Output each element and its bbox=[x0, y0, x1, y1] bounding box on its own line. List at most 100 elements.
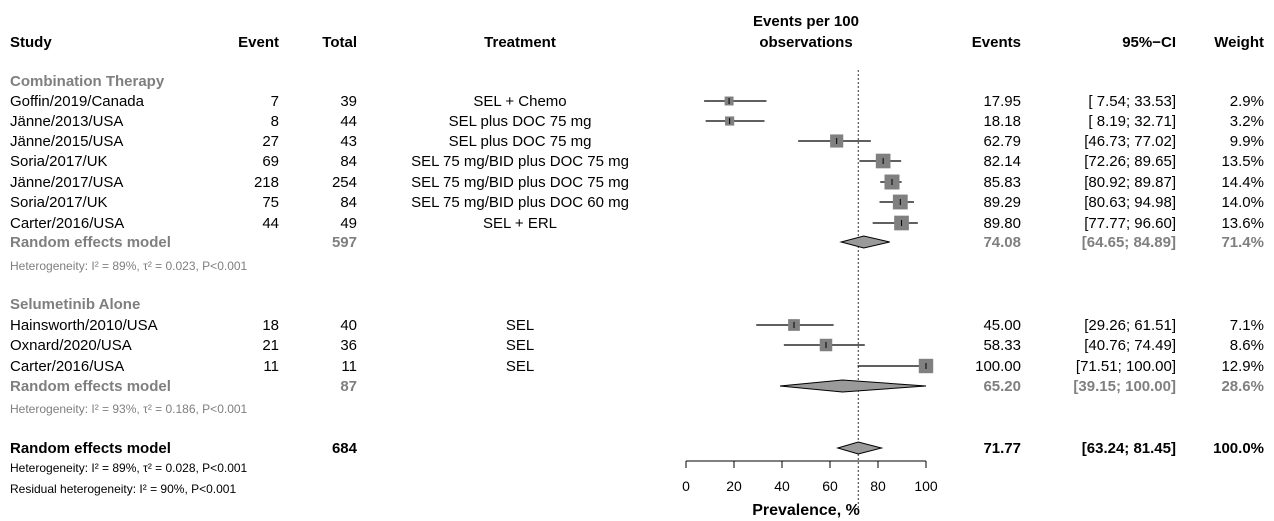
treatment-label: SEL 75 mg/BID plus DOC 75 mg bbox=[411, 174, 629, 191]
weight-value: 12.9% bbox=[1221, 358, 1264, 375]
header-events: Events bbox=[972, 34, 1021, 51]
header-study: Study bbox=[10, 34, 52, 51]
x-tick-label: 60 bbox=[822, 478, 838, 494]
treatment-label: SEL + ERL bbox=[483, 215, 557, 232]
treatment-label: SEL + Chemo bbox=[473, 93, 566, 110]
x-tick-label: 40 bbox=[774, 478, 790, 494]
treatment-label: SEL 75 mg/BID plus DOC 60 mg bbox=[411, 194, 629, 211]
treatment-label: SEL bbox=[506, 358, 534, 375]
total-count: 39 bbox=[340, 93, 357, 110]
total-count: 84 bbox=[340, 194, 357, 211]
event-count: 27 bbox=[262, 133, 279, 150]
subgroup-ci: [64.65; 84.89] bbox=[1082, 234, 1176, 251]
weight-value: 7.1% bbox=[1230, 317, 1264, 334]
events-value: 58.33 bbox=[983, 337, 1021, 354]
events-value: 85.83 bbox=[983, 174, 1021, 191]
total-count: 84 bbox=[340, 153, 357, 170]
subgroup-weight: 28.6% bbox=[1221, 378, 1264, 395]
header-total: Total bbox=[322, 34, 357, 51]
total-count: 254 bbox=[332, 174, 357, 191]
weight-value: 14.0% bbox=[1221, 194, 1264, 211]
study-label: Goffin/2019/Canada bbox=[10, 93, 145, 110]
ci-value: [40.76; 74.49] bbox=[1084, 337, 1176, 354]
events-value: 89.29 bbox=[983, 194, 1021, 211]
subgroup-diamond bbox=[839, 235, 890, 249]
heterogeneity-text: Heterogeneity: I² = 93%, τ² = 0.186, P<0… bbox=[10, 402, 248, 416]
ci-value: [29.26; 61.51] bbox=[1084, 317, 1176, 334]
group-title: Combination Therapy bbox=[10, 73, 165, 90]
weight-value: 3.2% bbox=[1230, 113, 1264, 130]
events-value: 17.95 bbox=[983, 93, 1021, 110]
study-label: Soria/2017/UK bbox=[10, 194, 108, 211]
study-label: Jänne/2017/USA bbox=[10, 174, 123, 191]
event-count: 44 bbox=[262, 215, 279, 232]
total-count: 11 bbox=[341, 358, 357, 375]
event-count: 18 bbox=[262, 317, 279, 334]
header-event: Event bbox=[238, 34, 279, 51]
events-value: 62.79 bbox=[983, 133, 1021, 150]
overall-ci: [63.24; 81.45] bbox=[1082, 440, 1176, 457]
subgroup-ci: [39.15; 100.00] bbox=[1073, 378, 1176, 395]
overall-model-label: Random effects model bbox=[10, 440, 171, 457]
subgroup-events: 65.20 bbox=[983, 378, 1021, 395]
subgroup-diamond bbox=[779, 379, 927, 393]
events-value: 45.00 bbox=[983, 317, 1021, 334]
x-axis-title: Prevalence, % bbox=[752, 502, 860, 519]
weight-value: 13.6% bbox=[1221, 215, 1264, 232]
events-value: 100.00 bbox=[975, 358, 1021, 375]
subgroup-model-label: Random effects model bbox=[10, 378, 171, 395]
header-plot-line1: Events per 100 bbox=[753, 13, 859, 30]
events-value: 82.14 bbox=[983, 153, 1021, 170]
total-count: 49 bbox=[340, 215, 357, 232]
event-count: 75 bbox=[262, 194, 279, 211]
ci-value: [80.63; 94.98] bbox=[1084, 194, 1176, 211]
x-tick-label: 20 bbox=[726, 478, 742, 494]
treatment-label: SEL 75 mg/BID plus DOC 75 mg bbox=[411, 153, 629, 170]
events-value: 89.80 bbox=[983, 215, 1021, 232]
x-tick-label: 0 bbox=[682, 478, 690, 494]
subgroup-model-label: Random effects model bbox=[10, 234, 171, 251]
study-label: Hainsworth/2010/USA bbox=[10, 317, 158, 334]
ci-value: [46.73; 77.02] bbox=[1084, 133, 1176, 150]
ci-value: [ 7.54; 33.53] bbox=[1088, 93, 1176, 110]
study-label: Carter/2016/USA bbox=[10, 358, 124, 375]
study-label: Oxnard/2020/USA bbox=[10, 337, 132, 354]
heterogeneity-text: Heterogeneity: I² = 89%, τ² = 0.023, P<0… bbox=[10, 259, 248, 273]
event-count: 11 bbox=[263, 358, 279, 375]
header-ci: 95%−CI bbox=[1122, 34, 1176, 51]
overall-weight: 100.0% bbox=[1213, 440, 1264, 457]
treatment-label: SEL plus DOC 75 mg bbox=[449, 133, 592, 150]
x-tick-label: 100 bbox=[914, 478, 938, 494]
weight-value: 9.9% bbox=[1230, 133, 1264, 150]
overall-events: 71.77 bbox=[983, 440, 1021, 457]
ci-value: [ 8.19; 32.71] bbox=[1088, 113, 1176, 130]
study-label: Carter/2016/USA bbox=[10, 215, 124, 232]
event-count: 7 bbox=[271, 93, 279, 110]
total-count: 40 bbox=[340, 317, 357, 334]
group-title: Selumetinib Alone bbox=[10, 296, 140, 313]
treatment-label: SEL plus DOC 75 mg bbox=[449, 113, 592, 130]
study-label: Soria/2017/UK bbox=[10, 153, 108, 170]
total-count: 43 bbox=[340, 133, 357, 150]
header-treatment: Treatment bbox=[484, 34, 556, 51]
subgroup-total: 597 bbox=[332, 234, 357, 251]
events-value: 18.18 bbox=[983, 113, 1021, 130]
ci-value: [71.51; 100.00] bbox=[1076, 358, 1176, 375]
ci-value: [77.77; 96.60] bbox=[1084, 215, 1176, 232]
study-label: Jänne/2015/USA bbox=[10, 133, 123, 150]
study-label: Jänne/2013/USA bbox=[10, 113, 123, 130]
overall-heterogeneity: Heterogeneity: I² = 89%, τ² = 0.028, P<0… bbox=[10, 461, 248, 475]
ci-value: [80.92; 89.87] bbox=[1084, 174, 1176, 191]
weight-value: 2.9% bbox=[1230, 93, 1264, 110]
weight-value: 14.4% bbox=[1221, 174, 1264, 191]
treatment-label: SEL bbox=[506, 317, 534, 334]
overall-total: 684 bbox=[332, 440, 358, 457]
weight-value: 8.6% bbox=[1230, 337, 1264, 354]
header-plot-line2: observations bbox=[759, 34, 852, 51]
total-count: 36 bbox=[340, 337, 357, 354]
event-count: 218 bbox=[254, 174, 279, 191]
subgroup-events: 74.08 bbox=[983, 234, 1021, 251]
weight-value: 13.5% bbox=[1221, 153, 1264, 170]
event-count: 8 bbox=[271, 113, 279, 130]
ci-value: [72.26; 89.65] bbox=[1084, 153, 1176, 170]
